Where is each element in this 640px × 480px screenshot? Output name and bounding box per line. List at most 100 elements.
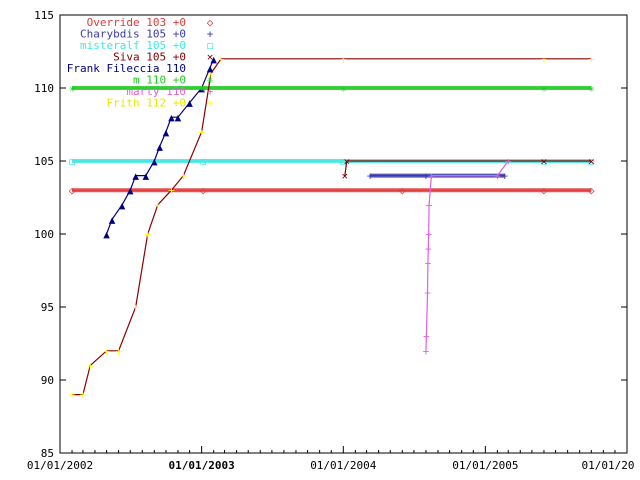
data-point: + — [501, 170, 508, 183]
data-point: ◻ — [340, 155, 347, 168]
data-point: + — [425, 228, 432, 241]
legend-entry-siva: Siva 105 +0 × — [113, 51, 213, 64]
data-point: + — [115, 345, 122, 358]
x-axis: 01/01/2002 01/01/2003 01/01/2004 01/01/2005… — [27, 446, 635, 472]
data-point: + — [340, 53, 347, 66]
series-line — [344, 160, 592, 176]
series-marty: ++++++++ ++ — [423, 155, 512, 358]
data-point: ✳ — [588, 82, 595, 95]
y-tick-label: 90 — [41, 374, 54, 387]
x-tick-label: 01/01/2002 — [27, 459, 93, 472]
data-point: + — [87, 359, 94, 372]
data-point: ▲ — [142, 170, 149, 183]
data-point: + — [428, 170, 435, 183]
data-point: + — [425, 257, 432, 270]
data-point: × — [342, 170, 349, 183]
data-point: ▲ — [163, 126, 170, 139]
legend-label: marty 110 — [126, 85, 186, 98]
data-point: ▲ — [127, 184, 134, 197]
legend-label: Siva 105 +0 — [113, 51, 186, 64]
series-line — [425, 160, 509, 351]
data-point: ▲ — [132, 170, 139, 183]
data-point: + — [144, 228, 151, 241]
data-point: + — [168, 184, 175, 197]
data-point: + — [423, 345, 430, 358]
data-point: ▲ — [151, 155, 158, 168]
legend-entry-frith: Frith 112 +0 + — [107, 97, 214, 110]
y-tick-label: 115 — [34, 9, 54, 22]
data-point: ◇ — [399, 184, 406, 197]
data-point: + — [198, 126, 205, 139]
data-point: + — [423, 330, 430, 343]
data-point: + — [103, 345, 110, 358]
data-point: + — [424, 286, 431, 299]
legend-label: Override 103 +0 — [87, 16, 186, 29]
data-point: ▲ — [168, 111, 175, 124]
data-point: ▲ — [210, 53, 217, 66]
data-point: ◻ — [200, 155, 207, 168]
data-point: ▲ — [119, 199, 126, 212]
data-point: ▲ — [156, 140, 163, 153]
legend-marker: ▲ — [207, 62, 214, 75]
data-point: + — [541, 53, 548, 66]
data-point: + — [208, 67, 215, 80]
legend-entry-m: m 110 +0 ✳ — [133, 74, 214, 87]
data-point: ✳ — [340, 82, 347, 95]
legend-marker: × — [207, 51, 214, 64]
x-tick-label: 01/01/2004 — [310, 459, 377, 472]
data-point: + — [588, 53, 595, 66]
x-tick-label: 01/01/2005 — [452, 459, 518, 472]
data-point: + — [218, 53, 225, 66]
legend-entry-override: Override 103 +0 ◇ — [87, 16, 214, 29]
y-tick-label: 85 — [41, 447, 54, 460]
data-point: ▲ — [109, 213, 116, 226]
legend-label: m 110 +0 — [133, 74, 186, 87]
legend-label: misteralf 105 +0 — [80, 39, 186, 52]
legend-marker: + — [207, 28, 214, 41]
data-point: × — [588, 155, 595, 168]
data-point: + — [154, 199, 161, 212]
data-point: ▲ — [186, 97, 193, 110]
data-point: ◇ — [588, 184, 595, 197]
legend-marker: + — [207, 97, 214, 110]
legend: Override 103 +0 ◇Charybdis 105 +0 +mistera… — [67, 16, 214, 110]
legend-entry-marty: marty 110 + — [126, 85, 213, 98]
y-tick-label: 100 — [34, 228, 54, 241]
legend-marker: ✳ — [207, 74, 214, 87]
data-point: × — [343, 155, 350, 168]
legend-marker: ◻ — [207, 39, 214, 52]
data-point: + — [426, 199, 433, 212]
data-point: + — [494, 170, 501, 183]
y-tick-label: 110 — [34, 82, 54, 95]
x-tick-label: 01/01/2003 — [169, 459, 235, 472]
data-point: ◇ — [200, 184, 207, 197]
data-point: + — [180, 170, 187, 183]
series-override: ◇ ◇ ◇ ◇ ◇ — [69, 184, 595, 197]
y-tick-label: 95 — [41, 301, 54, 314]
data-point: + — [425, 243, 432, 256]
legend-label: Frank Fileccia 110 — [67, 62, 186, 75]
data-point: + — [80, 389, 87, 402]
legend-marker: ◇ — [207, 16, 214, 29]
data-point: + — [367, 170, 374, 183]
series-line — [106, 58, 215, 235]
y-axis: 85 90 95 100 105 110 115 — [34, 9, 627, 460]
legend-entry-charybdis: Charybdis 105 +0 + — [80, 28, 214, 41]
series-line — [72, 58, 592, 396]
legend-marker: + — [207, 85, 214, 98]
series-frith: + +++ +++++++++ + + + — [69, 53, 595, 402]
legend-label: Frith 112 +0 — [107, 97, 186, 110]
data-point: ✳ — [69, 82, 76, 95]
data-point: + — [423, 170, 430, 183]
data-point: × — [541, 155, 548, 168]
series-layer: ◇ ◇ ◇ ◇ ◇+ + + +◻ ◻ ◻ ◻ ◻×× × ×▲▲▲▲▲ ▲▲▲▲▲ ▲▲▲▲✳ ✳ ✳ ✳ ✳+++… — [69, 53, 595, 402]
data-point: ◻ — [69, 155, 76, 168]
x-tick-label: 01/01/20 — [582, 459, 635, 472]
data-point: + — [505, 155, 512, 168]
legend-entry-misteralf: misteralf 105 +0 ◻ — [80, 39, 213, 52]
series-m: ✳ ✳ ✳ ✳ ✳ — [69, 82, 595, 95]
legend-label: Charybdis 105 +0 — [80, 28, 186, 41]
series-siva: × × × × — [342, 155, 595, 183]
data-point: ▲ — [103, 228, 110, 241]
